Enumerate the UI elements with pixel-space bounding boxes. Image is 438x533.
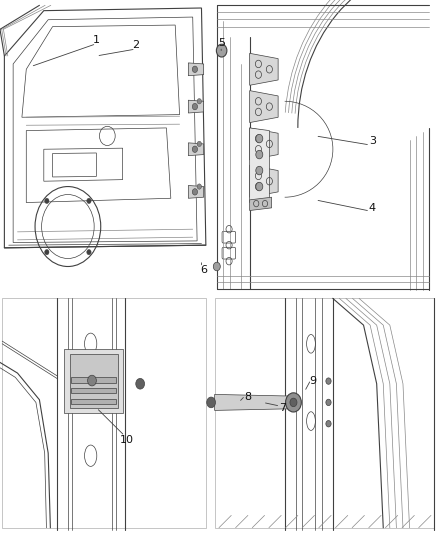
Circle shape	[88, 375, 96, 386]
Polygon shape	[71, 399, 116, 404]
Circle shape	[256, 182, 263, 191]
Circle shape	[213, 262, 220, 271]
Circle shape	[192, 103, 198, 110]
Circle shape	[87, 249, 91, 255]
Circle shape	[197, 99, 201, 104]
Polygon shape	[71, 388, 116, 393]
Polygon shape	[215, 394, 289, 410]
Circle shape	[207, 397, 215, 408]
Polygon shape	[70, 354, 118, 408]
Circle shape	[256, 134, 263, 143]
Text: 6: 6	[200, 265, 207, 275]
Circle shape	[45, 249, 49, 255]
Polygon shape	[250, 53, 278, 85]
Polygon shape	[71, 377, 116, 383]
Circle shape	[326, 421, 331, 427]
Text: 2: 2	[132, 41, 139, 50]
Circle shape	[192, 146, 198, 152]
Text: 8: 8	[244, 392, 251, 402]
Text: 9: 9	[310, 376, 317, 386]
Circle shape	[286, 393, 301, 412]
Text: 10: 10	[120, 435, 134, 445]
Text: 4: 4	[369, 203, 376, 213]
Polygon shape	[64, 349, 123, 413]
Polygon shape	[250, 197, 272, 211]
Circle shape	[216, 44, 227, 57]
Circle shape	[256, 166, 263, 175]
Polygon shape	[188, 185, 204, 198]
Text: 7: 7	[279, 403, 286, 413]
Text: 3: 3	[369, 136, 376, 146]
Text: 1: 1	[93, 35, 100, 45]
Circle shape	[197, 141, 201, 147]
Circle shape	[87, 198, 91, 204]
Polygon shape	[250, 128, 278, 160]
Circle shape	[45, 198, 49, 204]
Polygon shape	[250, 91, 278, 123]
Circle shape	[197, 184, 201, 189]
Polygon shape	[188, 143, 204, 156]
Polygon shape	[188, 63, 204, 76]
Circle shape	[326, 399, 331, 406]
Circle shape	[290, 398, 297, 407]
Text: 5: 5	[218, 38, 225, 47]
Circle shape	[326, 378, 331, 384]
Circle shape	[192, 189, 198, 195]
Polygon shape	[188, 100, 204, 113]
Circle shape	[136, 378, 145, 389]
Polygon shape	[250, 165, 278, 197]
Polygon shape	[250, 128, 269, 203]
Circle shape	[256, 150, 263, 159]
Circle shape	[192, 66, 198, 72]
